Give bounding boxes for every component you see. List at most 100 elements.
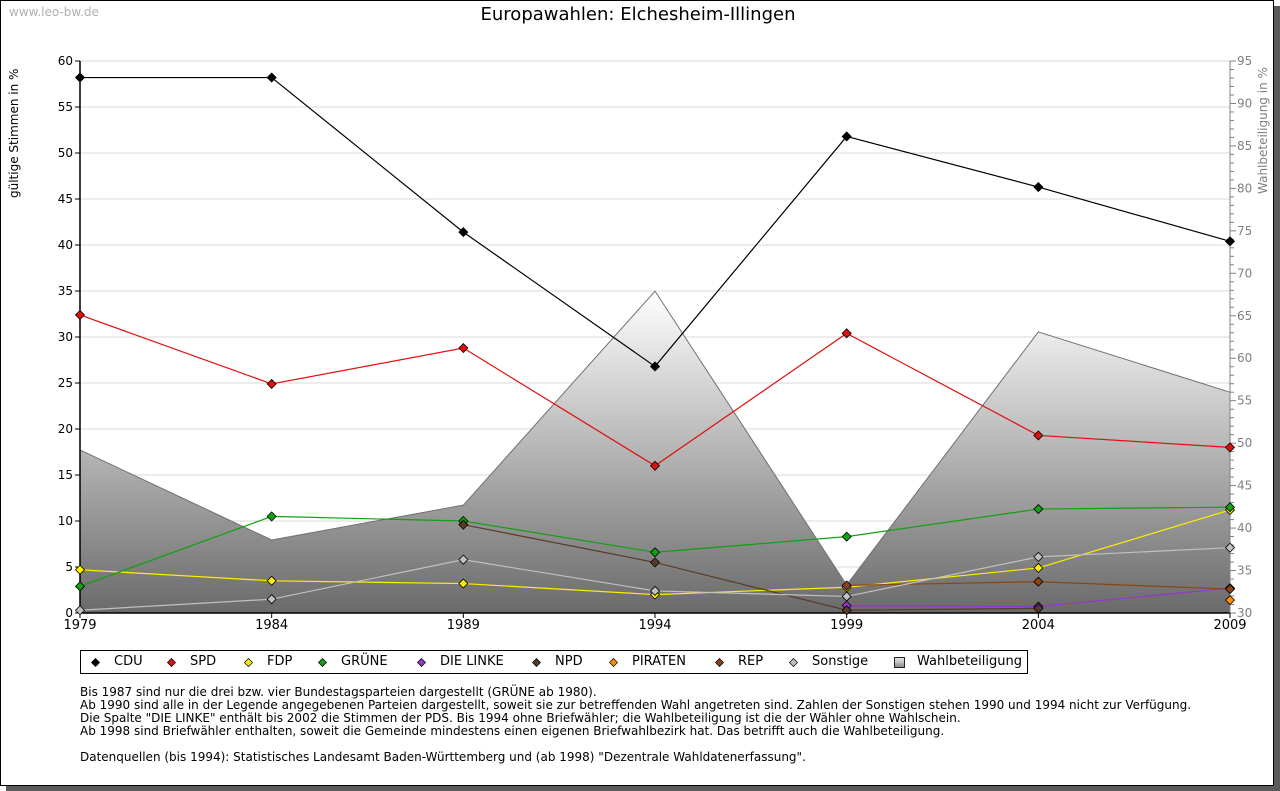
data-point-spd (649, 460, 661, 471)
data-point-gr-ne (649, 547, 661, 558)
y-tick-label-left: 15 (58, 468, 73, 482)
y-tick-label-left: 35 (58, 284, 73, 298)
data-source-note: Datenquellen (bis 1994): Statistisches L… (80, 750, 806, 764)
data-point-spd (266, 378, 277, 389)
data-point-sonstige (649, 585, 661, 596)
data-point-piraten (1224, 595, 1236, 606)
note-line: Ab 1998 sind Briefwähler enthalten, sowe… (80, 724, 945, 738)
y-tick-label-right: 50 (1237, 436, 1252, 450)
legend-label: NPD (555, 654, 583, 669)
data-point-sonstige (74, 605, 86, 616)
legend-label: REP (738, 654, 764, 669)
diamond-marker-icon (715, 658, 724, 667)
y-tick-label-left: 20 (58, 422, 73, 436)
legend-label: GRÜNE (341, 654, 388, 669)
data-point-npd (458, 519, 469, 530)
turnout-area-outline (79, 290, 1231, 586)
series-line-npd (463, 524, 1039, 611)
data-point-cdu (649, 361, 661, 372)
data-point-fdp (1033, 562, 1044, 573)
y-tick-label-right: 65 (1237, 309, 1252, 323)
x-tick-label: 2004 (1022, 618, 1055, 633)
data-point-spd (458, 342, 469, 354)
data-point-fdp (74, 564, 86, 575)
x-tick-label: 1979 (63, 618, 96, 633)
data-point-sonstige (266, 594, 277, 605)
data-point-spd (1033, 430, 1044, 441)
panel-shadow-right (1274, 6, 1280, 791)
data-point-rep (1224, 584, 1236, 595)
data-point-npd (1033, 603, 1044, 614)
y-tick-label-left: 30 (58, 330, 73, 344)
y-tick-label-left: 60 (58, 54, 73, 68)
square-marker-icon (894, 657, 905, 668)
legend-label: CDU (114, 654, 143, 669)
data-point-spd (74, 309, 86, 320)
y-tick-label-left: 45 (58, 192, 73, 206)
chart-notes: Bis 1987 sind nur die drei bzw. vier Bun… (80, 686, 1260, 764)
y-tick-label-right: 35 (1237, 564, 1252, 578)
chart-title: Europawahlen: Elchesheim-Illingen (480, 4, 796, 25)
y-tick-label-left: 25 (58, 376, 73, 390)
legend: CDU SPD FDP GRÜNE DIE LINKE NPD PIRATEN … (80, 650, 1028, 674)
tick-labels: 0 5 10 15 20 25 30 35 40 45 50 55 60 30 35 40 45 50 55 60 65… (58, 54, 1253, 633)
data-point-cdu (1224, 236, 1236, 247)
y-tick-label-right: 70 (1237, 266, 1252, 280)
turnout-area (80, 291, 1230, 613)
data-point-cdu (74, 72, 86, 83)
y-tick-label-right: 40 (1237, 521, 1252, 535)
legend-label: DIE LINKE (440, 654, 504, 669)
y-tick-label-right: 55 (1237, 394, 1252, 408)
watermark: www.leo-bw.de (9, 5, 99, 19)
y-tick-label-left: 55 (58, 100, 73, 114)
data-point-cdu (841, 131, 852, 142)
diamond-marker-icon (318, 658, 327, 667)
note-line: Die Spalte "DIE LINKE" enthält bis 2002 … (80, 711, 961, 725)
y-tick-label-right: 80 (1237, 181, 1252, 195)
data-point-gr-ne (1033, 503, 1044, 515)
turnout-area-layer (79, 290, 1231, 613)
legend-label: SPD (190, 654, 217, 669)
data-point-fdp (458, 578, 469, 589)
data-point-npd (841, 605, 852, 616)
y-tick-label-right: 85 (1237, 139, 1252, 153)
series-markers (74, 72, 1236, 616)
legend-label: FDP (267, 654, 293, 669)
data-point-sonstige (1224, 542, 1236, 553)
data-point-gr-ne (74, 581, 86, 592)
y-tick-label-right: 60 (1237, 351, 1252, 365)
y-tick-label-right: 75 (1237, 224, 1252, 238)
x-tick-label: 1984 (255, 618, 288, 633)
x-tick-label: 2009 (1213, 618, 1246, 633)
data-point-sonstige (1033, 551, 1044, 562)
y-tick-label-right: 45 (1237, 479, 1252, 493)
y-tick-label-left: 10 (58, 514, 73, 528)
x-tick-label: 1999 (830, 618, 863, 633)
x-tick-label: 1989 (447, 618, 480, 633)
legend-label: Wahlbeteiligung (917, 654, 1023, 669)
diamond-marker-icon (167, 658, 176, 667)
diamond-marker-icon (532, 658, 541, 667)
chart-svg: 0 5 10 15 20 25 30 35 40 45 50 55 60 30 35 40 45 50 55 60 65… (58, 54, 1253, 633)
y-tick-label-left: 50 (58, 146, 73, 160)
data-point-rep (1033, 576, 1044, 587)
diamond-marker-icon (609, 658, 618, 667)
data-point-cdu (266, 72, 277, 83)
note-line: Ab 1990 sind alle in der Legende angegeb… (80, 698, 1192, 712)
data-point-fdp (266, 575, 277, 586)
y-tick-label-left: 40 (58, 238, 73, 252)
data-point-rep (841, 580, 852, 591)
data-point-sonstige (458, 554, 469, 565)
y-tick-label-right: 90 (1237, 96, 1252, 110)
data-point-cdu (458, 227, 469, 238)
note-line: Bis 1987 sind nur die drei bzw. vier Bun… (80, 685, 597, 699)
data-point-spd (1224, 442, 1236, 453)
diamond-marker-icon (244, 658, 253, 667)
data-point-gr-ne (841, 531, 852, 542)
diamond-marker-icon (789, 658, 798, 667)
data-point-npd (649, 557, 661, 568)
y-tick-label-left: 5 (65, 560, 73, 574)
x-tick-label: 1994 (638, 618, 671, 633)
y-tick-label-left: 0 (65, 606, 73, 620)
diamond-marker-icon (91, 658, 100, 667)
